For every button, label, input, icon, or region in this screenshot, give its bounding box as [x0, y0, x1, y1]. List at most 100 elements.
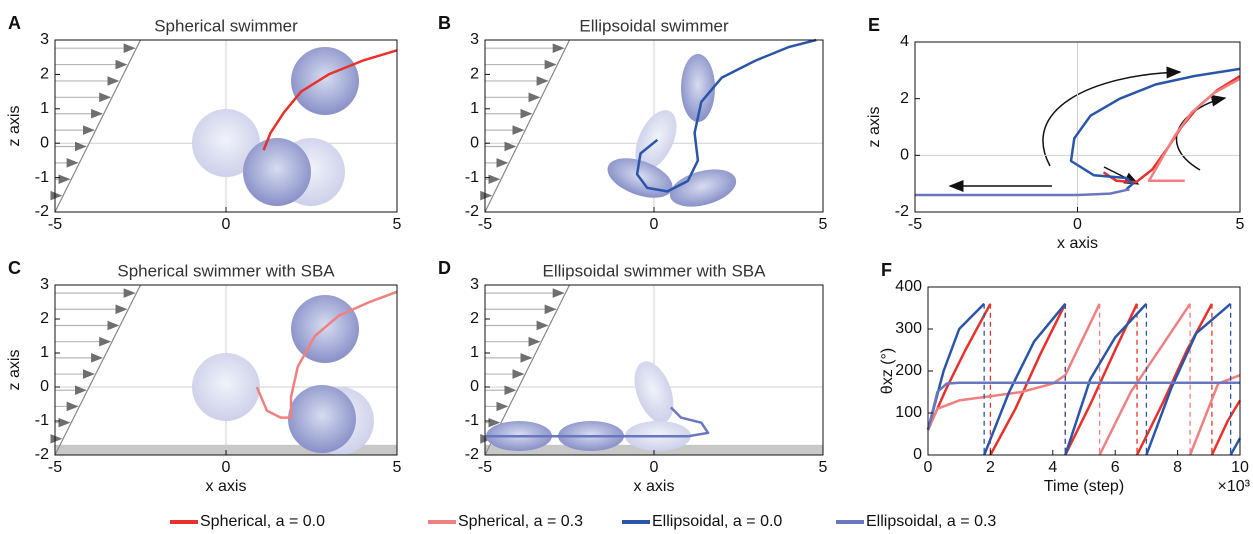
y-tick-label: -1 [465, 412, 479, 429]
shear-wall [484, 39, 571, 213]
trajectory [926, 381, 1240, 431]
legend-label: Spherical, a = 0.3 [458, 513, 583, 530]
trajectory [262, 49, 398, 151]
y-tick-label: 1 [470, 344, 479, 361]
y-tick-label: 200 [895, 362, 922, 379]
sphere [192, 353, 260, 421]
y-tick-label: 0 [913, 446, 922, 463]
x-tick-label: 0 [1073, 216, 1082, 233]
panel-letter: E [868, 15, 880, 35]
y-tick-label: 0 [470, 134, 479, 151]
y-tick-label: -1 [465, 169, 479, 186]
y-tick-label: -2 [35, 203, 49, 220]
y-tick-label: 0 [40, 134, 49, 151]
trajectory [255, 290, 398, 419]
x-axis-label: x axis [1057, 235, 1098, 252]
y-tick-label: 0 [40, 378, 49, 395]
y-tick-label: 100 [895, 404, 922, 421]
panel [915, 42, 1240, 212]
x-tick-label: 5 [819, 459, 828, 476]
y-axis-label: θxz (°) [879, 348, 896, 394]
y-tick-label: 3 [470, 31, 479, 48]
trajectory [1069, 67, 1241, 191]
x-tick-label: 5 [1236, 216, 1245, 233]
y-tick-label: 2 [470, 66, 479, 83]
y-tick-label: 0 [900, 147, 909, 164]
y-tick-label: -2 [895, 203, 909, 220]
trajectory [915, 188, 1130, 197]
y-tick-label: -1 [35, 412, 49, 429]
y-tick-label: 1 [470, 100, 479, 117]
panel [50, 39, 397, 213]
x-multiplier: ×10³ [1218, 478, 1251, 495]
x-tick-label: 5 [819, 216, 828, 233]
y-tick-label: 3 [40, 31, 49, 48]
y-tick-label: 3 [40, 276, 49, 293]
ellipsoid [634, 361, 674, 423]
panel-letter: A [8, 13, 21, 33]
x-tick-label: 5 [393, 459, 402, 476]
x-tick-label: 0 [222, 459, 231, 476]
x-tick-label: -5 [48, 459, 62, 476]
x-tick-label: 0 [924, 459, 933, 476]
legend-label: Spherical, a = 0.0 [200, 513, 325, 530]
y-tick-label: 2 [40, 310, 49, 327]
panel-title: Ellipsoidal swimmer with SBA [543, 261, 767, 280]
y-tick-label: 4 [900, 33, 909, 50]
direction-arrows [948, 66, 1227, 192]
sphere [243, 138, 311, 206]
x-tick-label: -5 [48, 216, 62, 233]
x-tick-label: 8 [1173, 459, 1182, 476]
shear-wall [54, 284, 142, 456]
y-tick-label: 0 [470, 378, 479, 395]
trajectory [926, 302, 1242, 456]
x-axis-label: x axis [206, 478, 247, 495]
trajectory [485, 406, 710, 438]
x-tick-label: 2 [986, 459, 995, 476]
sphere [291, 47, 359, 115]
y-tick-label: 2 [470, 310, 479, 327]
x-tick-label: -5 [478, 216, 492, 233]
panel-title: Spherical swimmer [154, 16, 298, 35]
y-tick-label: 1 [40, 100, 49, 117]
arrow [1042, 66, 1182, 167]
panel-letter: B [438, 13, 451, 33]
x-tick-label: -5 [908, 216, 922, 233]
y-tick-label: 400 [895, 278, 922, 295]
panel-letter: C [8, 258, 21, 278]
panel-letter: D [438, 258, 451, 278]
y-tick-label: -2 [35, 446, 49, 463]
x-tick-label: 4 [1048, 459, 1057, 476]
x-tick-label: 6 [1111, 459, 1120, 476]
y-tick-label: -2 [465, 203, 479, 220]
legend-label: Ellipsoidal, a = 0.3 [866, 513, 996, 530]
panel-title: Ellipsoidal swimmer [579, 16, 729, 35]
y-tick-label: 300 [895, 320, 922, 337]
x-tick-label: 0 [650, 459, 659, 476]
y-tick-label: 3 [470, 276, 479, 293]
trajectory [1102, 74, 1241, 184]
ellipsoid [681, 54, 715, 122]
trajectory [1147, 77, 1241, 183]
swimmer-bodies [192, 47, 737, 455]
x-tick-label: 0 [650, 216, 659, 233]
ellipsoid [669, 169, 737, 207]
y-tick-label: -2 [465, 446, 479, 463]
x-tick-label: 5 [393, 216, 402, 233]
legend: Spherical, a = 0.0 Spherical, a = 0.3 Elli… [170, 513, 996, 530]
trajectory [926, 303, 1242, 456]
panel-title: Spherical swimmer with SBA [117, 261, 335, 280]
trajectory [635, 38, 817, 193]
y-tick-label: 2 [900, 90, 909, 107]
sphere [192, 109, 260, 177]
y-axis-label: z axis [6, 350, 23, 391]
x-tick-label: -5 [478, 459, 492, 476]
x-tick-label: 10 [1231, 459, 1249, 476]
x-tick-label: 0 [222, 216, 231, 233]
panel-letter: F [881, 260, 892, 280]
y-axis-label: z axis [866, 107, 883, 148]
trajectory [926, 303, 1241, 456]
arrow [1175, 94, 1227, 171]
